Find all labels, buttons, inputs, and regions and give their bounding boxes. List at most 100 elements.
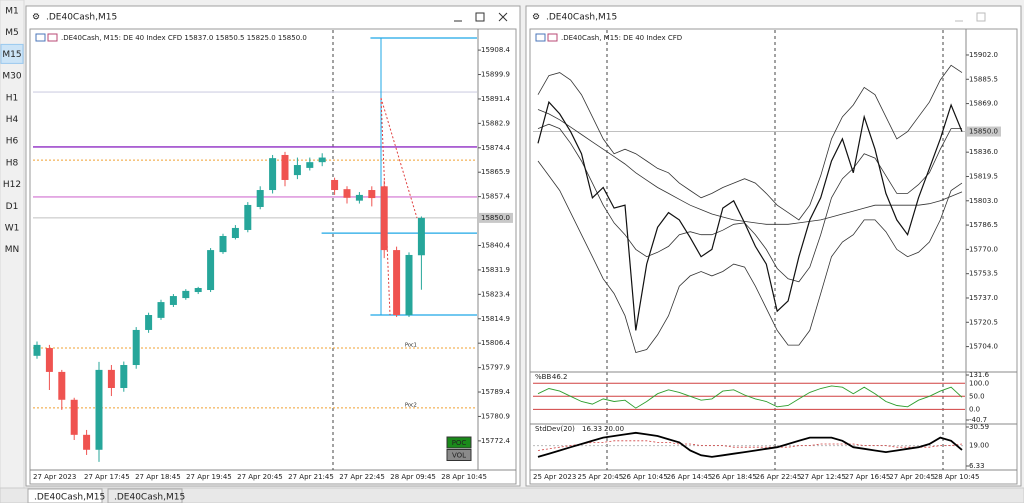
timeframe-button[interactable]	[1, 152, 23, 172]
bollinger-middle	[537, 123, 962, 283]
bollinger-upper	[537, 64, 963, 221]
candle-body	[269, 158, 277, 191]
tab-label[interactable]: .DE40Cash,M15	[34, 493, 105, 503]
timeframe-button[interactable]	[1, 196, 23, 216]
title-bar	[27, 7, 519, 27]
candle-body	[219, 236, 227, 253]
x-tick-label: 25 Apr 2023	[533, 473, 576, 481]
y-tick-label: 15737.0	[969, 294, 998, 302]
y-tick-label: 15797.9	[481, 364, 510, 372]
candle-body	[70, 399, 78, 435]
toggle-button-label[interactable]: VOL	[452, 452, 466, 460]
maximize-button[interactable]	[475, 12, 485, 22]
x-tick-label: 26 Apr 22:45	[756, 473, 802, 481]
timeframe-button[interactable]	[1, 22, 23, 42]
y-tick-label: 15814.9	[481, 315, 510, 323]
x-tick-label: 27 Apr 19:45	[186, 473, 232, 481]
y-tick-label: 15772.4	[481, 437, 510, 445]
x-tick-label: 27 Apr 21:45	[288, 473, 334, 481]
timeframe-button[interactable]	[1, 218, 23, 237]
toggle-button-label[interactable]: POC	[452, 439, 467, 447]
indicator-signal-value: 20.00	[604, 425, 624, 433]
timeframe-label[interactable]: H8	[6, 158, 19, 168]
x-tick-label: 26 Apr 18:45	[711, 473, 757, 481]
header-icon	[35, 33, 46, 42]
timeframe-button[interactable]	[1, 66, 23, 86]
y-tick-label: 15789.4	[481, 388, 510, 396]
timeframe-button[interactable]	[1, 131, 23, 151]
timeframe-button[interactable]	[1, 87, 23, 107]
timeframe-button[interactable]	[1, 1, 23, 20]
timeframe-label[interactable]: MN	[5, 245, 20, 255]
level-label: Poc2	[405, 402, 417, 408]
timeframe-label[interactable]: D1	[6, 202, 19, 212]
chart-header: .DE40Cash, M15: DE 40 Index CFD	[561, 34, 682, 42]
candle-body	[145, 315, 153, 330]
timeframe-label[interactable]: M30	[2, 72, 21, 82]
candle-body	[318, 157, 326, 163]
timeframe-label[interactable]: H1	[6, 93, 19, 103]
y-tick-label: 15806.4	[481, 339, 510, 347]
indicator-line	[537, 431, 963, 458]
y-tick-label: 15865.9	[481, 168, 510, 176]
tab[interactable]	[107, 488, 183, 503]
x-tick-label: 25 Apr 20:45	[578, 473, 624, 481]
candle-body	[120, 365, 128, 388]
header-icon	[535, 33, 546, 42]
y-tick-label: 15836.0	[969, 148, 998, 156]
y-tick-label: 15882.9	[481, 119, 510, 127]
x-tick-label: 27 Apr 20:45	[889, 473, 935, 481]
timeframe-label[interactable]: H6	[6, 137, 19, 147]
y-tick-label: 15891.4	[481, 95, 510, 103]
x-tick-label: 27 Apr 20:45	[237, 473, 283, 481]
y-tick-label: 30.59	[969, 423, 989, 431]
candle-body	[194, 288, 202, 293]
x-tick-label: 26 Apr 14:45	[667, 473, 713, 481]
timeframe-label[interactable]: H4	[6, 115, 19, 125]
indicator-name: %BB	[535, 373, 551, 381]
candle-body	[157, 302, 165, 318]
window-icon: ⚙	[32, 13, 40, 23]
candle-body	[95, 369, 103, 450]
last-price-box	[479, 212, 513, 223]
toggle-button[interactable]	[446, 449, 472, 461]
y-tick-label: 15840.4	[481, 241, 510, 249]
indicator-line	[537, 385, 963, 409]
timeframe-label[interactable]: H12	[3, 180, 21, 190]
timeframe-button-active[interactable]	[0, 43, 24, 64]
maximize-button[interactable]	[976, 12, 986, 22]
candle-body	[33, 344, 41, 356]
timeframe-label[interactable]: M1	[5, 7, 19, 17]
y-tick-label: 50.0	[969, 392, 985, 400]
close-button[interactable]	[498, 12, 508, 22]
y-tick-label: 19.00	[969, 442, 989, 450]
toggle-button[interactable]	[446, 436, 472, 449]
candle-body	[368, 190, 376, 199]
candle-body	[343, 189, 351, 198]
window-title: .DE40Cash,M15	[546, 13, 617, 23]
timeframe-button[interactable]	[1, 174, 23, 194]
tab-label[interactable]: .DE40Cash,M15	[114, 493, 185, 503]
y-tick-label: 131.6	[969, 371, 990, 379]
x-tick-label: 26 Apr 10:45	[622, 473, 668, 481]
timeframe-label[interactable]: W1	[5, 224, 20, 234]
timeframe-button[interactable]	[1, 109, 23, 129]
timeframe-label[interactable]: M15	[2, 50, 21, 60]
x-tick-label: 28 Apr 10:45	[441, 473, 487, 481]
tab[interactable]	[27, 488, 103, 503]
window-icon: ⚙	[532, 13, 540, 23]
timeframe-label[interactable]: M5	[5, 28, 19, 38]
y-tick-label: 100.0	[969, 379, 989, 387]
price-line	[537, 100, 963, 331]
x-tick-label: 27 Apr 12:45	[800, 473, 846, 481]
y-tick-label: 15902.0	[969, 51, 998, 59]
y-tick-label: 15780.9	[481, 412, 510, 420]
candle-body	[256, 190, 264, 207]
candle-body	[331, 179, 339, 191]
last-price-label: 15850.0	[481, 214, 510, 222]
timeframe-button[interactable]	[1, 239, 23, 259]
chart-area	[529, 28, 1018, 485]
y-tick-label: 15857.4	[481, 193, 510, 201]
